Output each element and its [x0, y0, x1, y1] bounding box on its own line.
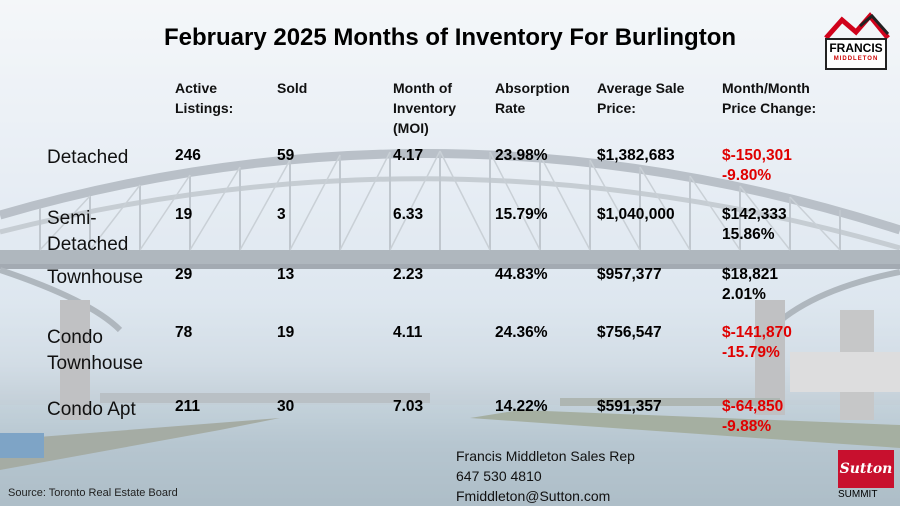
header-active-listings: Active Listings: [175, 80, 234, 116]
cell-avg-price: $957,377 [597, 266, 662, 283]
cell-avg-price: $1,040,000 [597, 206, 675, 223]
contact-name: Francis Middleton Sales Rep [456, 448, 635, 464]
cell-avg-price: $1,382,683 [597, 147, 675, 164]
contact-info: Francis Middleton Sales Rep 647 530 4810… [456, 446, 635, 506]
source-note: Source: Toronto Real Estate Board [8, 487, 178, 499]
cell-absorption: 24.36% [495, 324, 548, 341]
logo-box: FRANCIS MIDDLETON [825, 38, 887, 70]
cell-active: 211 [175, 398, 201, 415]
row-label-semi-detached: Semi- Detached [47, 208, 129, 255]
row-label-condo-apt: Condo Apt [47, 399, 136, 420]
cell-absorption: 23.98% [495, 147, 548, 164]
cell-active: 29 [175, 266, 193, 283]
cell-moi: 2.23 [393, 266, 424, 283]
page-title: February 2025 Months of Inventory For Bu… [163, 24, 737, 51]
cell-moi: 4.11 [393, 324, 423, 341]
cell-sold: 59 [277, 147, 295, 164]
cell-moi: 6.33 [393, 206, 424, 223]
cell-avg-price: $591,357 [597, 398, 662, 415]
cell-change: $-150,301 -9.80% [722, 147, 792, 184]
cell-active: 19 [175, 206, 193, 223]
cell-moi: 4.17 [393, 147, 424, 164]
sutton-logo: Sutton [838, 450, 894, 488]
row-label-condo-townhouse: Condo Townhouse [47, 327, 144, 374]
cell-active: 246 [175, 147, 201, 164]
header-moi: Month of Inventory (MOI) [393, 80, 457, 136]
cell-moi: 7.03 [393, 398, 424, 415]
header-sold: Sold [277, 80, 308, 96]
summit-label: SUMMIT [838, 489, 878, 500]
cell-change: $142,333 15.86% [722, 206, 787, 243]
cell-sold: 3 [277, 206, 286, 223]
header-price-change: Month/Month Price Change: [722, 80, 817, 116]
cell-absorption: 44.83% [495, 266, 548, 283]
contact-phone: 647 530 4810 [456, 468, 542, 484]
header-absorption-rate: Absorption Rate [495, 80, 570, 116]
cell-active: 78 [175, 324, 193, 341]
row-label-townhouse: Townhouse [47, 267, 144, 288]
francis-middleton-logo: FRANCIS MIDDLETON [818, 12, 894, 72]
cell-change: $-64,850 -9.88% [722, 398, 784, 435]
cell-absorption: 15.79% [495, 206, 548, 223]
cell-sold: 13 [277, 266, 295, 283]
cell-sold: 30 [277, 398, 295, 415]
row-label-detached: Detached [47, 147, 129, 168]
cell-change: $18,821 2.01% [722, 266, 779, 303]
roof-icon [824, 12, 890, 40]
contact-email: Fmiddleton@Sutton.com [456, 488, 611, 504]
cell-sold: 19 [277, 324, 295, 341]
cell-avg-price: $756,547 [597, 324, 662, 341]
cell-absorption: 14.22% [495, 398, 548, 415]
cell-change: $-141,870 -15.79% [722, 324, 792, 361]
header-average-sale-price: Average Sale Price: [597, 80, 685, 116]
